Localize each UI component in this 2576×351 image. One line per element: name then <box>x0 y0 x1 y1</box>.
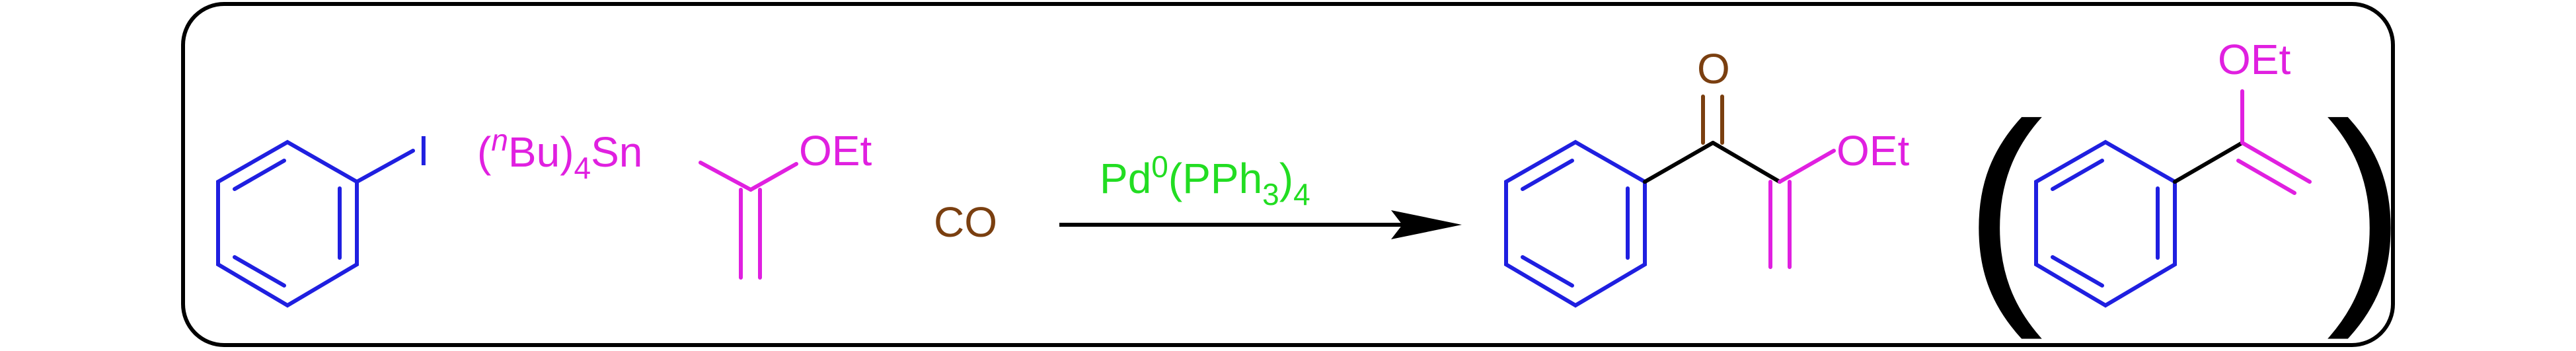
co-label: CO <box>934 198 997 246</box>
side-product-phenyl-ring <box>2034 139 2177 308</box>
sn-c-bond <box>699 161 753 192</box>
iodobenzene-inner-bond-1 <box>233 159 286 191</box>
side-product-vinyl-double-a <box>2240 141 2312 184</box>
product-phenyl-inner-1 <box>1521 159 1574 191</box>
iodine-label: I <box>418 127 430 175</box>
iodobenzene-c-i-bond <box>355 149 415 184</box>
catalyst-label: Pd0(PPh3)4 <box>1100 149 1310 212</box>
iodobenzene <box>216 139 415 308</box>
aryl-carbonyl-bond <box>1643 141 1715 184</box>
iodobenzene-ring <box>216 139 359 308</box>
product-phenyl-ring <box>1504 139 1647 308</box>
side-product-close-paren: ) <box>2326 75 2406 342</box>
carbonyl-oxygen-label: O <box>1697 45 1730 93</box>
product-phenyl <box>1504 139 1647 308</box>
product-c-o-bond <box>1778 149 1836 184</box>
side-product-phenyl-inner-3 <box>2051 255 2104 288</box>
reaction-arrow <box>1059 210 1462 239</box>
iodobenzene-inner-bond-3 <box>233 255 286 288</box>
side-product-aryl-vinyl-bond <box>2173 141 2244 184</box>
product-oet-label: OEt <box>1837 127 1909 175</box>
c-o-bond <box>749 162 798 192</box>
side-product-oet-label: OEt <box>2218 36 2291 83</box>
product-enol-ether <box>1768 149 1836 269</box>
side-product-enol-ether <box>2236 89 2312 195</box>
side-product-phenyl-inner-1 <box>2051 159 2104 191</box>
scheme-frame <box>181 2 2395 347</box>
carbonyl-vinyl-bond <box>1711 141 1782 184</box>
product-phenyl-inner-3 <box>1521 255 1574 288</box>
stannane-oet-label: OEt <box>799 127 872 175</box>
reaction-arrow-head <box>1391 210 1462 239</box>
stannane-bonds <box>699 161 798 280</box>
side-product-vinyl-double-b <box>2236 159 2296 195</box>
stannane-prefix: (nBu)4Sn <box>477 123 642 185</box>
product-carbonyl <box>1643 95 1782 184</box>
side-product-phenyl <box>2034 139 2244 308</box>
side-product-open-paren: ( <box>1964 75 2043 342</box>
